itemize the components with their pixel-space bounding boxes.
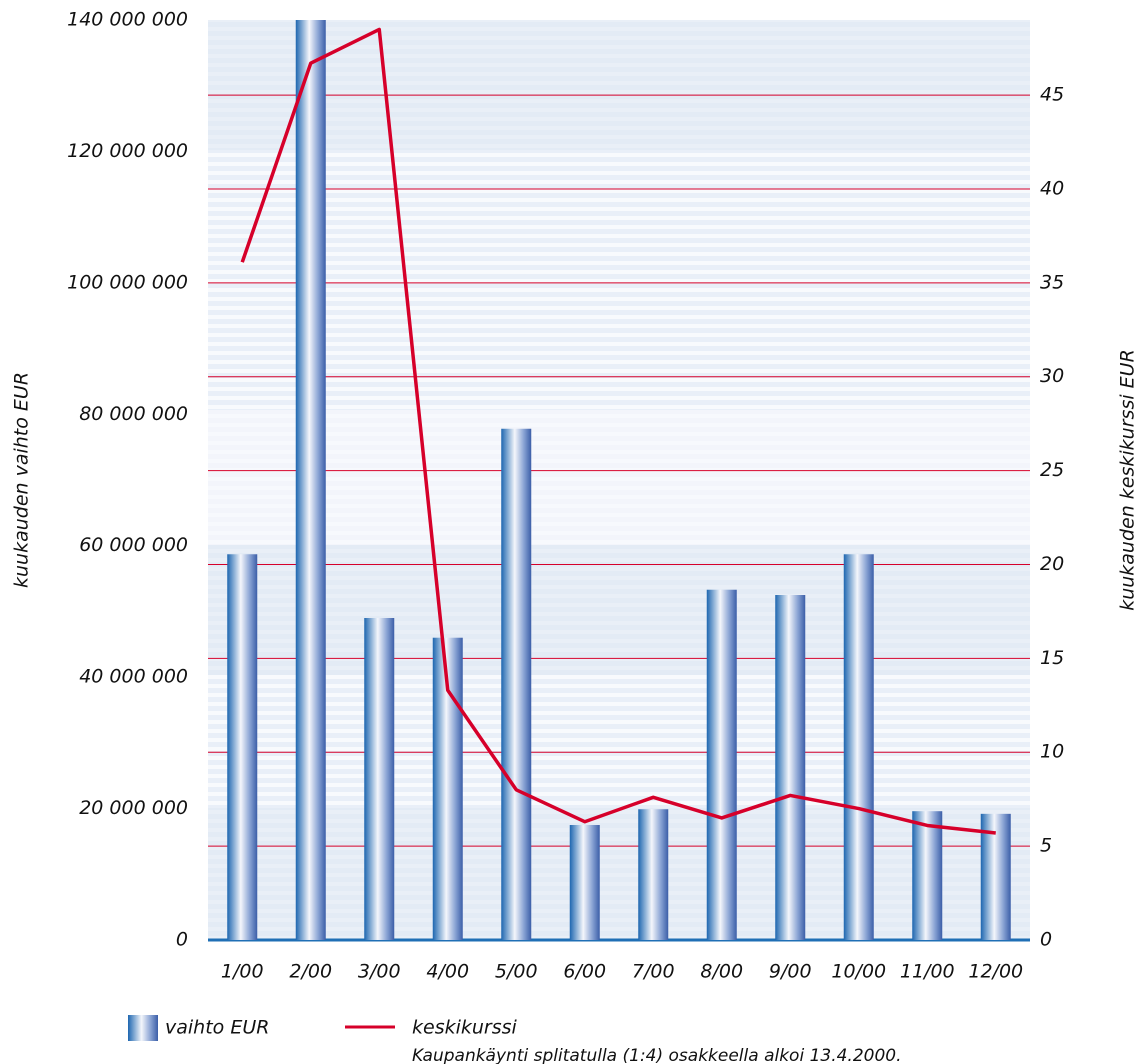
y-tick-label: 80 000 000 [79,403,188,425]
y2-tick-label: 20 [1040,553,1064,575]
x-tick-label: 3/00 [358,961,401,983]
y-tick-label: 60 000 000 [79,534,188,556]
x-tick-label: 12/00 [968,961,1023,983]
bar [364,618,394,940]
y-tick-label: 120 000 000 [67,140,188,162]
y2-tick-label: 35 [1040,271,1064,293]
plot-background [208,20,1030,940]
bar [570,825,600,940]
x-tick-label: 6/00 [563,961,606,983]
x-tick-label: 5/00 [495,961,538,983]
y2-axis-label: kuukauden keskikurssi EUR [1117,349,1139,611]
y-tick-label: 20 000 000 [79,797,188,819]
y-tick-label: 100 000 000 [67,271,188,293]
y2-tick-label: 30 [1040,365,1064,387]
y2-tick-label: 0 [1040,929,1052,951]
bar [501,429,531,940]
y-tick-label: 40 000 000 [79,666,188,688]
legend-label: keskikurssi [412,1017,518,1039]
bar [227,554,257,940]
chart: kuukauden vaihto EUR kuukauden keskikurs… [0,0,1145,1064]
x-tick-label: 10/00 [831,961,886,983]
bar [775,595,805,940]
y2-tick-label: 40 [1040,177,1064,199]
note: Kaupankäynti splitatulla (1:4) osakkeell… [412,1046,902,1064]
x-tick-label: 11/00 [900,961,955,983]
x-tick-label: 1/00 [221,961,264,983]
x-tick-label: 9/00 [769,961,812,983]
bar [638,809,668,940]
y2-tick-label: 10 [1040,741,1064,763]
y2-tick-label: 15 [1040,647,1064,669]
bar [707,590,737,940]
legend-label: vaihto EUR [165,1017,269,1039]
bar [844,554,874,940]
y2-tick-label: 5 [1040,835,1052,857]
x-tick-label: 4/00 [426,961,469,983]
bar [912,811,942,940]
y-tick-label: 0 [176,929,188,951]
y2-tick-label: 25 [1040,459,1064,481]
legend-bar-icon [128,1015,158,1041]
y2-tick-label: 45 [1040,84,1064,106]
y-axis-label: kuukauden vaihto EUR [11,372,33,588]
page: {"chart_data": {"type": "bar", "categori… [0,0,1145,1064]
x-tick-label: 2/00 [289,961,332,983]
x-tick-label: 8/00 [700,961,743,983]
bar [296,20,326,940]
x-tick-label: 7/00 [632,961,675,983]
y-tick-label: 140 000 000 [67,9,188,31]
